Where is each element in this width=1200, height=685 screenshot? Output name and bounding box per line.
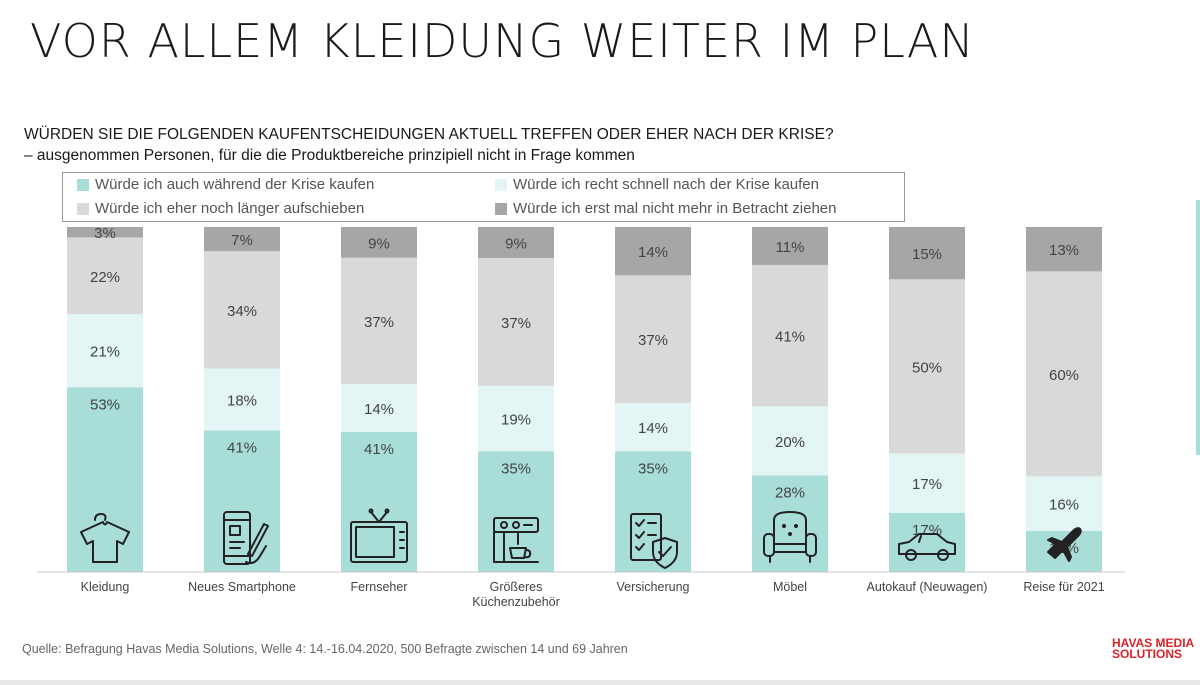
data-label: 35% [638, 460, 668, 477]
legend-label: Würde ich auch während der Krise kaufen [95, 176, 375, 193]
chart-legend: Würde ich auch während der Krise kaufen … [62, 172, 905, 222]
data-label: 28% [775, 484, 805, 501]
bar-segment [752, 264, 828, 407]
category-label: Neues Smartphone [188, 580, 296, 594]
legend-swatch [77, 202, 89, 215]
data-label: 19% [501, 411, 531, 428]
bar-segment [478, 451, 554, 572]
page-title: VOR ALLEM KLEIDUNG WEITER IM PLAN [30, 14, 975, 68]
bar-segment [204, 251, 280, 369]
data-label: 41% [775, 329, 805, 346]
data-label: 14% [638, 420, 668, 437]
shirt-icon [80, 513, 130, 563]
bar-segment [752, 227, 828, 265]
data-label: 20% [775, 434, 805, 451]
bar-segment [478, 227, 554, 259]
legend-swatch [495, 202, 507, 215]
data-label: 7% [231, 232, 253, 249]
legend-swatch [495, 178, 507, 191]
tv-icon [350, 508, 408, 563]
data-label: 41% [364, 441, 394, 458]
bar-segment [204, 430, 280, 572]
data-label: 11% [776, 239, 805, 256]
legend-item-during-crisis: Würde ich auch während der Krise kaufen [77, 176, 374, 193]
bar-segment [204, 227, 280, 252]
bar-segment [889, 227, 965, 280]
bottom-divider [0, 680, 1200, 685]
category-label: Kleidung [81, 580, 130, 594]
data-label: 37% [501, 315, 531, 332]
data-label: 17% [912, 476, 942, 493]
airplane-icon [1047, 527, 1082, 562]
bar-segment [1026, 227, 1102, 272]
bar-segment [67, 314, 143, 388]
data-label: 14% [364, 401, 394, 418]
bar-segment [1026, 476, 1102, 532]
data-label: 9% [505, 236, 527, 253]
logo-line-1: HAVAS MEDIA [1112, 636, 1195, 650]
legend-label: Würde ich recht schnell nach der Krise k… [513, 176, 819, 193]
bar-segment [67, 387, 143, 572]
data-label: 13% [1049, 242, 1079, 259]
category-label: Küchenzubehör [472, 595, 560, 609]
category-label: Möbel [773, 580, 807, 594]
legend-item-soon-after: Würde ich recht schnell nach der Krise k… [495, 176, 819, 193]
car-icon [898, 533, 956, 561]
data-label: 21% [90, 344, 120, 361]
source-note: Quelle: Befragung Havas Media Solutions,… [22, 642, 628, 656]
data-label: 22% [90, 269, 120, 286]
category-label: Fernseher [351, 580, 408, 594]
bar-segment [67, 227, 143, 238]
bar-segment [67, 237, 143, 315]
data-label: 34% [227, 303, 257, 320]
bar-segment [889, 279, 965, 454]
bar-segment [341, 227, 417, 258]
data-label: 50% [912, 359, 942, 376]
data-label: 9% [368, 235, 390, 252]
armchair-icon [763, 511, 817, 563]
legend-swatch [77, 178, 89, 191]
question-subtext: – ausgenommen Personen, für die die Prod… [24, 147, 635, 164]
legend-item-not-consider: Würde ich erst mal nicht mehr in Betrach… [495, 200, 836, 217]
smartphone-icon [223, 511, 269, 565]
bar-segment [204, 368, 280, 431]
bar-segment [615, 275, 691, 403]
data-label: 15% [912, 246, 942, 263]
data-label: 41% [227, 440, 257, 457]
legend-label: Würde ich erst mal nicht mehr in Betrach… [513, 200, 837, 217]
bar-segment [478, 385, 554, 452]
data-label: 35% [501, 460, 531, 477]
havas-media-logo: HAVAS MEDIA SOLUTIONS [1112, 636, 1195, 661]
data-label: 16% [1049, 497, 1079, 514]
bar-segment [615, 402, 691, 452]
bar-segment [341, 384, 417, 432]
coffee-machine-icon [493, 517, 539, 563]
bar-segment [341, 257, 417, 385]
bar-segment [1026, 271, 1102, 477]
category-label: Autokauf (Neuwagen) [867, 580, 988, 594]
category-label: Versicherung [617, 580, 690, 594]
data-label: 14% [638, 244, 668, 261]
question-text: WÜRDEN SIE DIE FOLGENDEN KAUFENTSCHEIDUN… [24, 126, 834, 143]
data-label: 37% [364, 314, 394, 331]
legend-label: Würde ich eher noch länger aufschieben [95, 200, 365, 217]
data-label: 60% [1049, 367, 1079, 384]
logo-line-2: SOLUTIONS [1112, 647, 1183, 661]
bar-segment [752, 475, 828, 572]
legend-item-postpone: Würde ich eher noch länger aufschieben [77, 200, 364, 217]
insurance-icon [630, 513, 678, 569]
bar-segment [889, 453, 965, 513]
category-label: Reise für 2021 [1023, 580, 1104, 594]
data-label: 53% [90, 396, 120, 413]
category-label: Größeres [490, 580, 543, 594]
bar-segment [478, 258, 554, 386]
bar-segment [752, 406, 828, 476]
data-label: 3% [94, 225, 116, 242]
data-label: 18% [227, 393, 257, 410]
side-accent-bar [1196, 200, 1200, 455]
data-label: 37% [638, 332, 668, 349]
bar-segment [615, 227, 691, 276]
